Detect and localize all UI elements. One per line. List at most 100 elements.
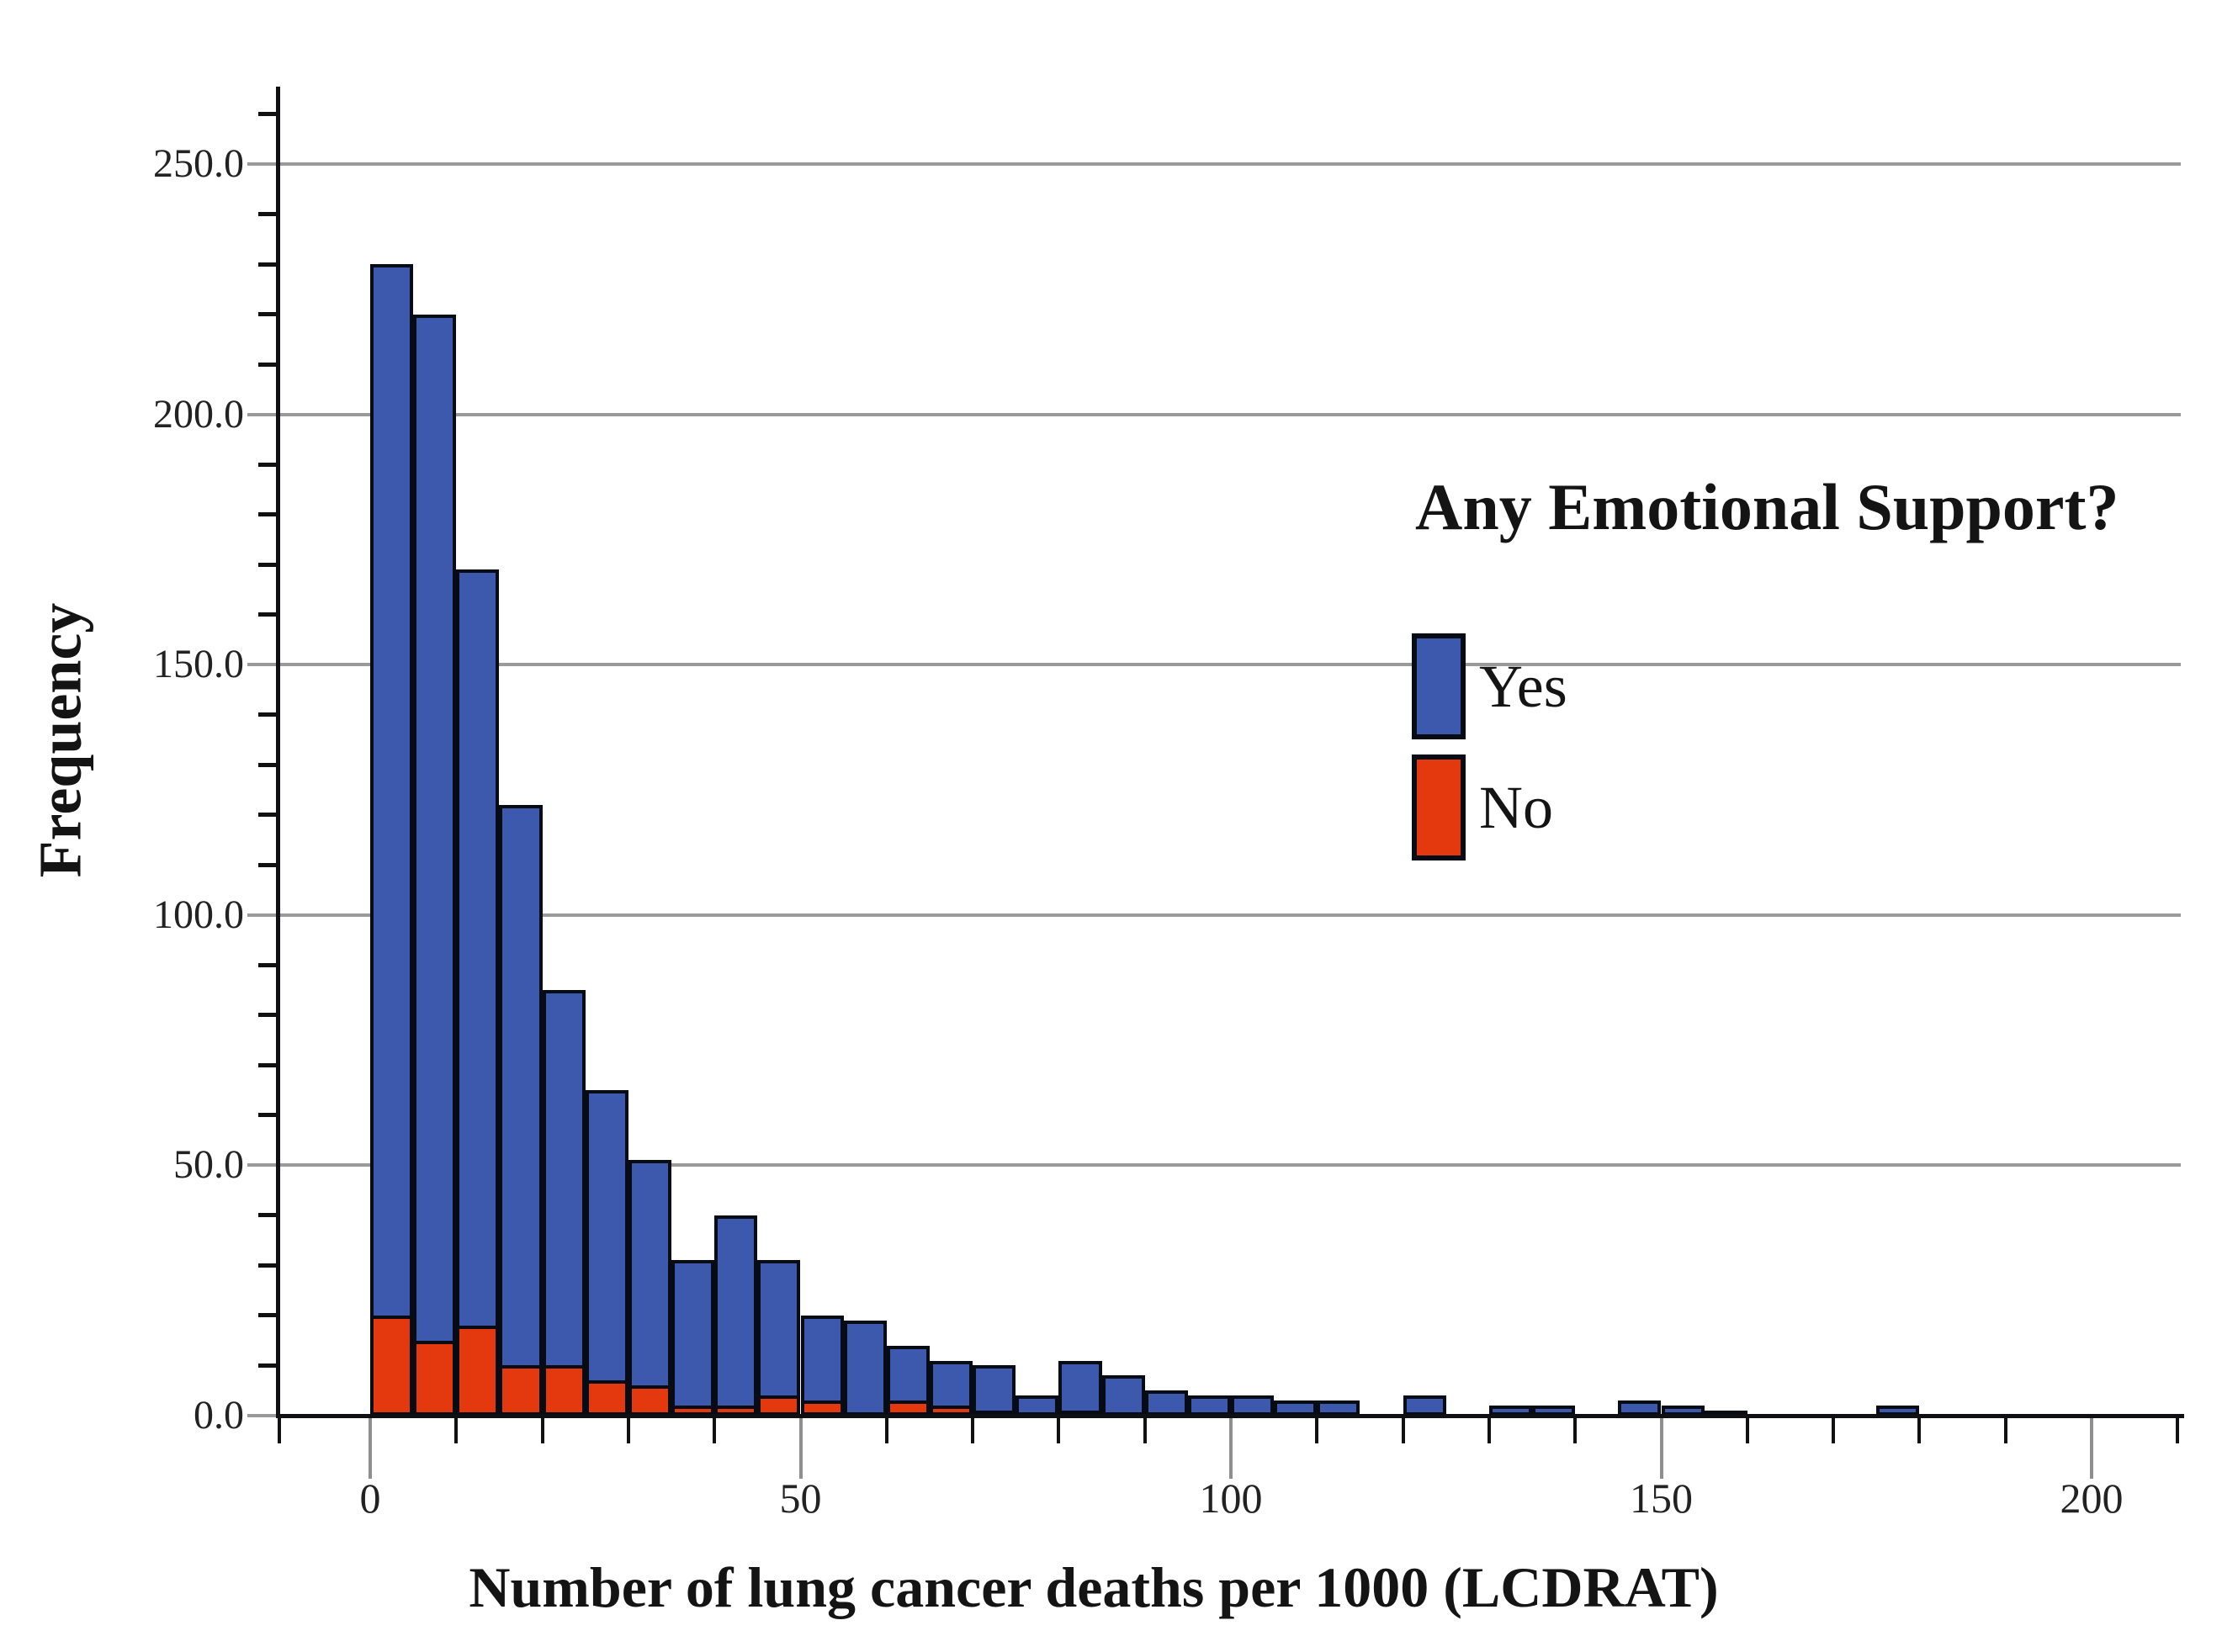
y-minor-tick [258,262,278,267]
y-tick-label: 100.0 [153,892,244,937]
y-minor-tick [258,312,278,317]
x-minor-tick [971,1418,975,1443]
histogram-bar-no [499,1365,543,1416]
histogram-bar-yes [370,264,414,1416]
histogram-bar-yes [1144,1390,1188,1416]
legend-title: Any Emotional Support? [1415,470,2119,543]
x-minor-tick [1832,1418,1836,1443]
y-tick-label: 200.0 [153,391,244,437]
x-major-tick [369,1418,372,1479]
histogram-bar-yes [843,1320,887,1416]
y-minor-tick [258,1313,278,1318]
gridline [247,913,2181,917]
y-minor-tick [258,1113,278,1118]
x-minor-tick [2003,1418,2007,1443]
histogram-bar-no [542,1365,586,1416]
histogram-bar-yes [585,1090,628,1416]
x-major-tick [1229,1418,1233,1479]
y-minor-tick [258,1013,278,1018]
histogram-bar-yes [1187,1395,1231,1416]
histogram-bar-yes [671,1260,715,1416]
x-minor-tick [1487,1418,1491,1443]
y-tick-label: 50.0 [173,1142,244,1188]
legend-label-yes: Yes [1479,653,1567,720]
y-tick-label: 0.0 [194,1393,244,1438]
histogram-bar-yes [757,1260,801,1416]
histogram-bar-yes [456,569,500,1416]
x-minor-tick [1315,1418,1319,1443]
y-minor-tick [258,212,278,217]
histogram-bar-yes [1403,1395,1446,1416]
y-axis-title: Frequency [26,602,94,878]
y-minor-tick [258,762,278,767]
x-major-tick [798,1418,803,1479]
histogram-bar-yes [1016,1395,1059,1416]
gridline [247,162,2181,166]
y-minor-tick [258,1263,278,1268]
y-minor-tick [258,1213,278,1218]
x-minor-tick [1917,1418,1922,1443]
histogram-bar-yes [1058,1360,1102,1416]
histogram-bar-yes [413,314,457,1416]
y-minor-tick [258,813,278,818]
x-minor-tick [1401,1418,1405,1443]
x-minor-tick [2176,1418,2180,1443]
y-tick-label: 250.0 [153,141,244,186]
x-minor-tick [454,1418,459,1443]
histogram-bar-no [628,1385,672,1416]
y-minor-tick [258,362,278,367]
histogram-bar-yes [800,1315,844,1416]
x-axis-title: Number of lung cancer deaths per 1000 (L… [469,1555,1719,1619]
legend-label-no: No [1479,774,1553,841]
y-minor-tick [258,462,278,467]
histogram-bar-no [456,1325,500,1416]
x-minor-tick [540,1418,544,1443]
legend-swatch-no [1412,755,1466,860]
x-tick-label: 200 [2060,1475,2124,1522]
x-minor-tick [713,1418,717,1443]
histogram-bar-no [370,1315,414,1416]
x-major-tick [1659,1418,1663,1479]
x-major-tick [2090,1418,2093,1479]
histogram-bar-no [585,1380,628,1416]
x-minor-tick [884,1418,888,1443]
histogram-bar-yes [542,990,586,1416]
histogram-bar-no [413,1340,457,1416]
histogram-bar-yes [499,804,543,1416]
x-minor-tick [1057,1418,1061,1443]
histogram-bar-yes [628,1160,672,1416]
gridline [247,663,2181,667]
y-minor-tick [258,962,278,967]
x-minor-tick [1573,1418,1578,1443]
x-minor-tick [626,1418,630,1443]
y-minor-tick [258,562,278,567]
x-tick-label: 0 [359,1475,381,1522]
y-minor-tick [258,712,278,717]
x-tick-label: 50 [779,1475,822,1522]
x-minor-tick [1745,1418,1749,1443]
y-minor-tick [258,1363,278,1368]
gridline [247,1163,2181,1168]
y-minor-tick [258,1062,278,1067]
y-major-tick [247,1414,278,1417]
histogram-bar-yes [1101,1375,1145,1416]
x-tick-label: 100 [1199,1475,1263,1522]
y-axis-line [276,87,280,1418]
x-axis-line [276,1414,2184,1418]
gridline [247,412,2181,416]
legend-swatch-yes [1412,633,1466,739]
y-minor-tick [258,512,278,517]
y-minor-tick [258,612,278,617]
x-minor-tick [1143,1418,1147,1443]
y-minor-tick [258,862,278,867]
histogram-bar-no [757,1395,801,1416]
x-tick-label: 150 [1630,1475,1693,1522]
x-minor-tick [278,1418,281,1443]
histogram-bar-yes [1231,1395,1275,1416]
histogram-bar-yes [714,1215,758,1416]
y-tick-label: 150.0 [153,642,244,687]
y-minor-tick [258,111,278,116]
histogram-bar-yes [973,1365,1016,1416]
